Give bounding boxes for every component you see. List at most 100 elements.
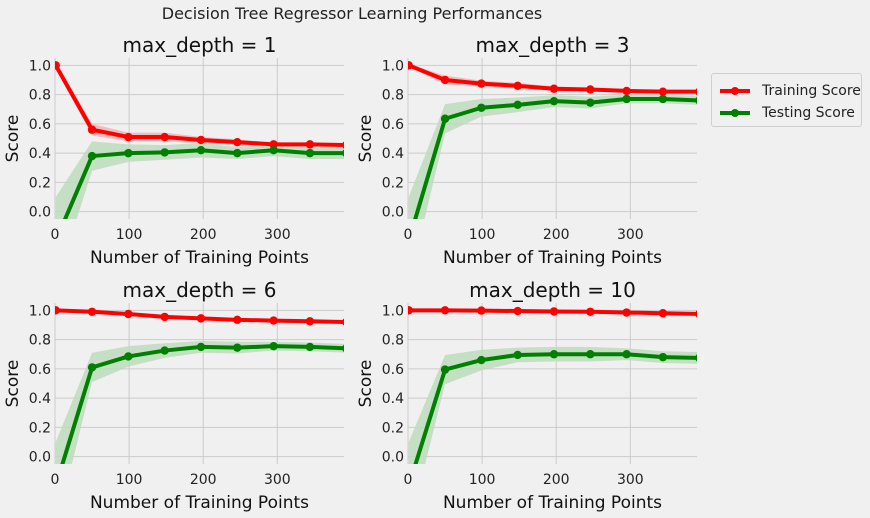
data-point-training — [55, 61, 60, 70]
data-point-testing — [269, 146, 278, 155]
data-point-testing — [87, 363, 97, 372]
y-tick-label: 0.2 — [29, 175, 51, 191]
data-point-training — [513, 306, 522, 316]
data-point-training — [586, 307, 595, 316]
data-point-testing — [305, 148, 315, 158]
data-point-training — [440, 306, 450, 315]
plot-area — [408, 306, 697, 464]
data-point-training — [408, 61, 413, 70]
data-point-training — [477, 306, 486, 315]
data-point-training — [549, 307, 559, 316]
y-tick-label: 0.0 — [29, 205, 51, 221]
data-point-training — [269, 140, 278, 149]
data-point-training — [342, 318, 344, 326]
data-point-testing — [124, 352, 133, 361]
data-point-testing — [622, 94, 631, 104]
series-line-training — [55, 64, 344, 148]
data-point-testing — [513, 100, 522, 110]
data-point-training — [233, 137, 242, 147]
y-tick-label: 0.4 — [29, 146, 51, 162]
data-point-training — [160, 312, 169, 322]
data-point-training — [513, 81, 522, 91]
x-tick-label: 200 — [190, 472, 217, 488]
data-point-training — [440, 75, 450, 85]
data-point-testing — [196, 342, 206, 352]
data-point-training — [695, 310, 697, 318]
data-point-training — [342, 141, 344, 149]
data-point-testing — [342, 344, 344, 352]
data-point-testing — [549, 96, 559, 106]
data-point-testing — [440, 114, 450, 123]
panel-4: 0 100 200 300 0.0 0.2 0.4 0.6 0.8 1.0 max_depth = … — [356, 278, 697, 513]
y-tick-label: 0.2 — [29, 420, 51, 436]
data-point-training — [549, 84, 559, 93]
data-point-training — [305, 140, 315, 149]
data-point-training — [233, 315, 242, 325]
data-point-testing — [160, 346, 169, 355]
x-tick-label: 100 — [469, 472, 496, 488]
data-point-testing — [586, 98, 595, 107]
data-point-testing — [658, 94, 668, 104]
x-tick-label: 300 — [264, 227, 291, 243]
data-point-testing — [269, 341, 278, 351]
data-point-training — [87, 125, 97, 134]
data-point-training — [586, 85, 595, 94]
x-tick-label: 0 — [404, 472, 413, 488]
x-tick-label: 100 — [469, 227, 496, 243]
data-point-testing — [440, 365, 450, 374]
data-point-training — [196, 314, 206, 323]
panel-title: max_depth = 1 — [123, 33, 277, 57]
data-point-testing — [160, 148, 169, 157]
confidence-band-testing — [55, 141, 344, 219]
data-point-testing — [477, 103, 486, 112]
data-point-testing — [622, 350, 631, 359]
y-tick-label: 0.0 — [382, 205, 404, 221]
legend-label-training: Training Score — [762, 83, 861, 99]
y-tick-label: 1.0 — [29, 303, 51, 319]
x-axis-label: Number of Training Points — [443, 493, 662, 513]
y-tick-label: 0.4 — [382, 391, 404, 407]
panel-3: 0 100 200 300 0.0 0.2 0.4 0.6 0.8 1.0 max_depth = … — [3, 278, 344, 513]
x-tick-label: 100 — [116, 472, 143, 488]
x-tick-label: 0 — [404, 227, 413, 243]
x-axis-label: Number of Training Points — [90, 248, 309, 268]
figure-title: Decision Tree Regressor Learning Perform… — [161, 4, 543, 23]
data-point-testing — [586, 350, 595, 359]
y-tick-label: 0.6 — [382, 362, 404, 378]
x-tick-label: 200 — [543, 227, 570, 243]
data-point-testing — [513, 350, 522, 360]
panel-1: 0 100 200 300 0.0 0.2 0.4 0.6 0.8 1.0 max_depth = … — [3, 33, 344, 268]
x-tick-label: 200 — [190, 227, 217, 243]
panel-2: 0 100 200 300 0.0 0.2 0.4 0.6 0.8 1.0 max_depth = … — [356, 33, 697, 268]
y-tick-label: 1.0 — [29, 58, 51, 74]
y-tick-label: 0.4 — [29, 391, 51, 407]
panel-title: max_depth = 10 — [469, 278, 636, 302]
data-point-training — [124, 309, 133, 319]
plot-area — [55, 306, 344, 464]
data-point-training — [160, 132, 169, 142]
plot-area — [55, 61, 344, 219]
y-tick-label: 0.0 — [382, 450, 404, 466]
data-point-training — [695, 88, 697, 96]
y-tick-label: 1.0 — [382, 303, 404, 319]
y-tick-label: 0.0 — [29, 450, 51, 466]
data-point-training — [658, 309, 668, 318]
y-tick-label: 0.2 — [382, 175, 404, 191]
data-point-testing — [477, 355, 486, 365]
series-line-testing — [60, 344, 344, 464]
legend-entry-testing: Testing Score — [720, 102, 861, 124]
x-axis-label: Number of Training Points — [443, 248, 662, 268]
y-tick-label: 0.6 — [382, 117, 404, 133]
x-axis-label: Number of Training Points — [90, 493, 309, 513]
data-point-testing — [695, 96, 697, 105]
y-axis-label: Score — [3, 360, 23, 408]
data-point-training — [622, 308, 631, 317]
x-tick-label: 200 — [543, 472, 570, 488]
data-point-training — [477, 79, 486, 88]
y-tick-label: 0.6 — [29, 362, 51, 378]
data-point-training — [196, 135, 206, 145]
data-point-training — [622, 86, 631, 96]
x-tick-label: 300 — [264, 472, 291, 488]
data-point-training — [87, 307, 97, 316]
